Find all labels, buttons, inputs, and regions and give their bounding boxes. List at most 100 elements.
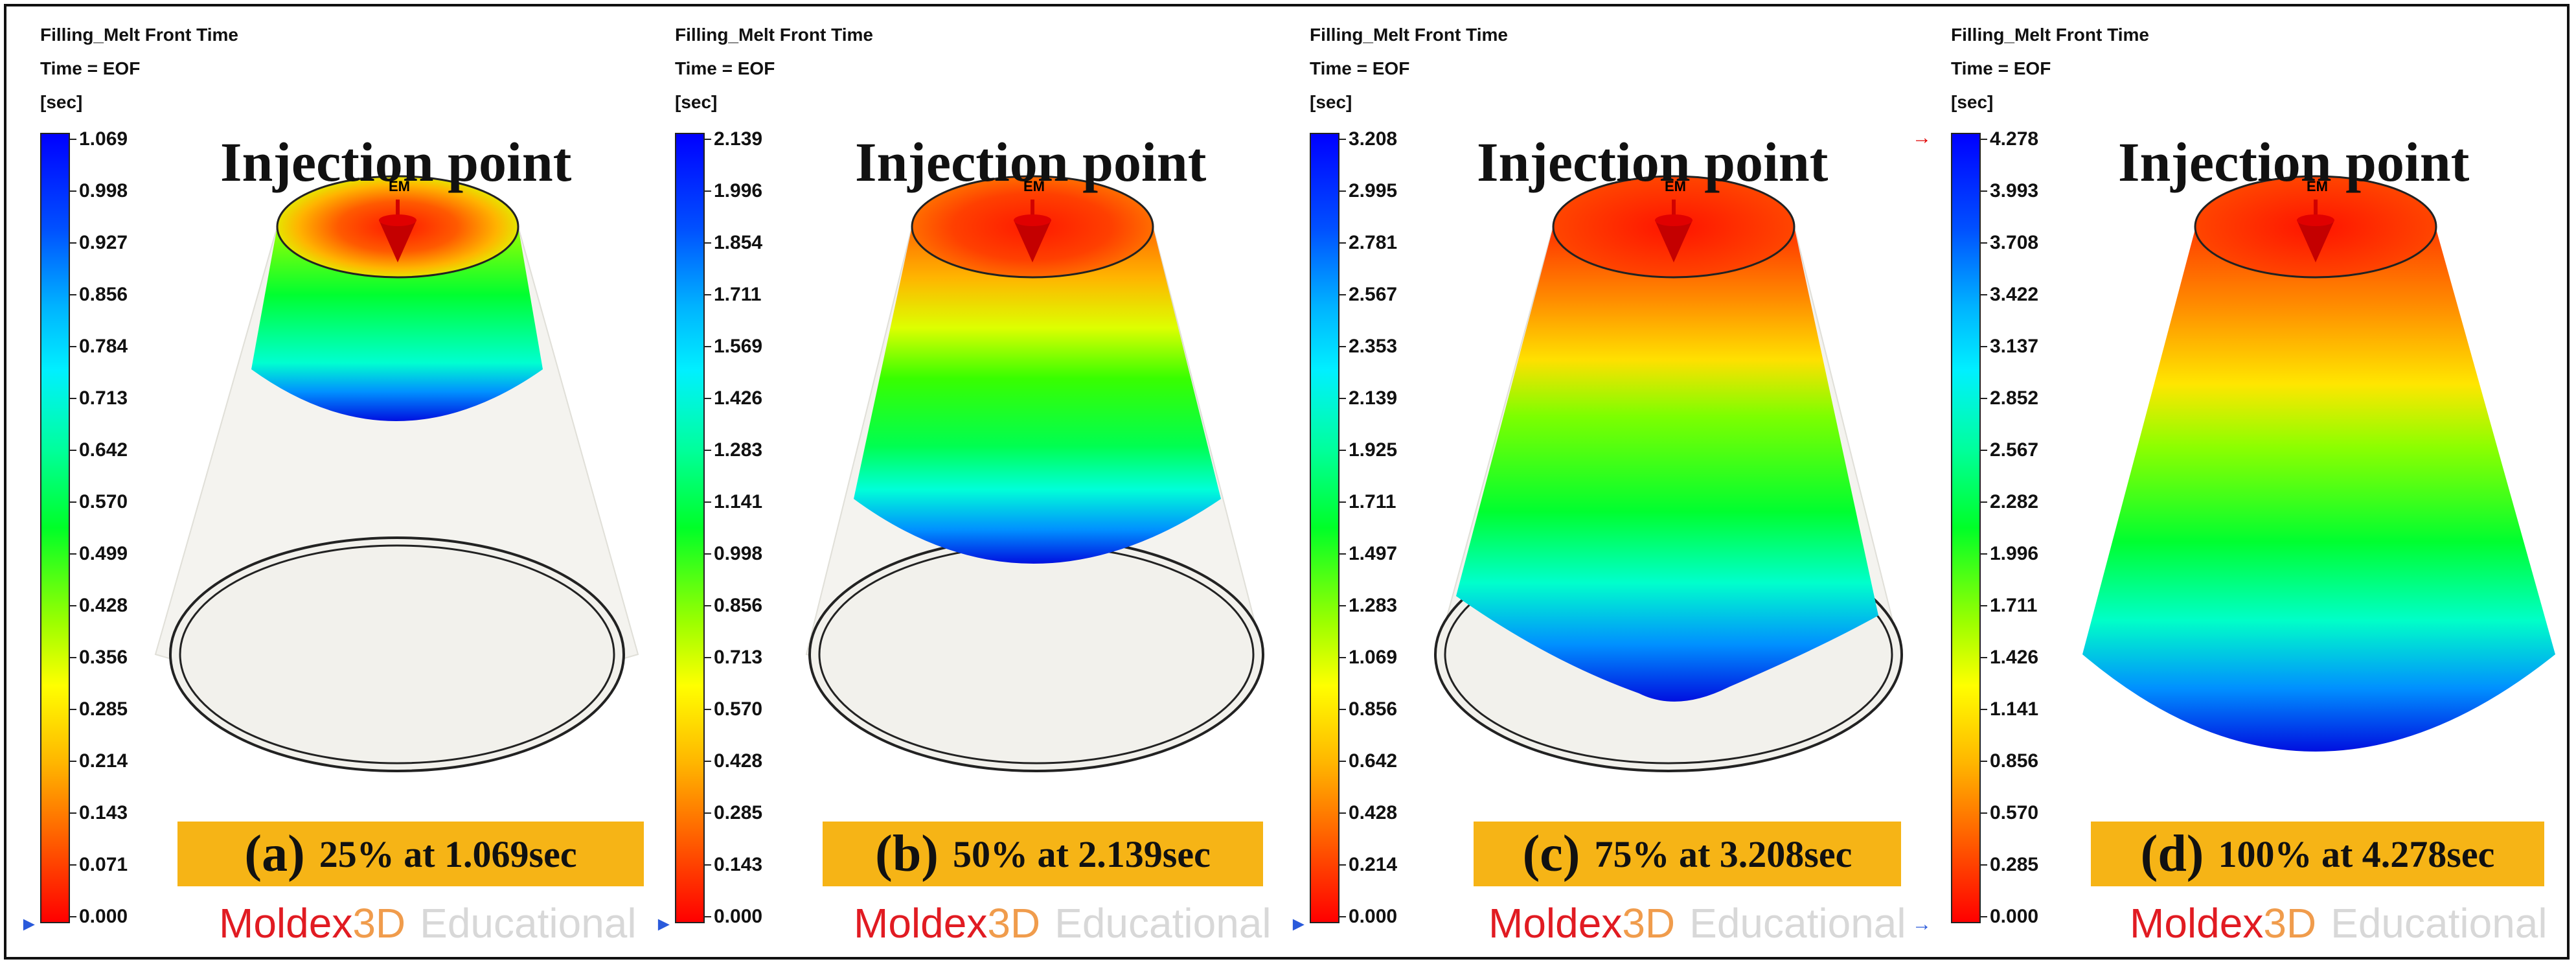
moldex3d-logo: Moldex3D Educational [854, 900, 1271, 947]
legend-tick-label: 0.428 [714, 750, 763, 772]
part-model [154, 175, 639, 772]
part-model [1434, 175, 1903, 772]
legend-tick-label: 0.000 [1990, 906, 2039, 927]
legend-tick-label: 0.998 [79, 180, 128, 201]
legend-tick [70, 501, 76, 503]
legend-tick-label: 1.283 [714, 439, 763, 461]
moldex3d-logo: Moldex3D Educational [1488, 900, 1906, 947]
moldex3d-logo: Moldex3D Educational [219, 900, 637, 947]
legend-tick-label: 2.139 [1349, 387, 1398, 409]
legend-tick-label: 1.854 [714, 232, 763, 253]
legend-tick [70, 553, 76, 555]
legend-tick [705, 657, 711, 658]
gate-label: EM [389, 178, 410, 194]
legend-tick [1981, 139, 1987, 140]
legend-tick-label: 0.285 [79, 698, 128, 720]
legend-tick [1981, 657, 1987, 658]
legend-pointer-icon: ► [19, 914, 39, 935]
legend-tick-label: 1.569 [714, 336, 763, 357]
injection-point-heading: Injection point [1477, 131, 1829, 193]
legend-tick [1339, 864, 1346, 866]
caption-label: (a) [244, 825, 305, 882]
legend-tick-label: 0.143 [79, 802, 128, 823]
legend-tick-label: 0.927 [79, 232, 128, 253]
caption-text: 50% at 2.139sec [952, 833, 1211, 875]
legend-tick [1981, 553, 1987, 555]
legend-tick-label: 0.784 [79, 336, 128, 357]
legend-tick [70, 709, 76, 710]
legend-tick-label: 1.426 [714, 387, 763, 409]
legend-tick-label: 1.141 [714, 491, 763, 512]
legend-tick-label: 0.570 [79, 491, 128, 512]
legend-tick [705, 139, 711, 140]
panel-d: Filling_Melt Front Time Time = EOF [sec]… [1912, 6, 2570, 957]
legend-tick [70, 916, 76, 917]
panel-c: Filling_Melt Front Time Time = EOF [sec]… [1276, 6, 1917, 957]
legend-tick-label: 0.998 [714, 543, 763, 564]
legend-tick [1981, 916, 1987, 917]
caption: (a) 25% at 1.069sec [177, 822, 644, 886]
legend-max-pointer-icon: → [1912, 127, 1932, 148]
injection-point-heading: Injection point [220, 131, 572, 193]
color-legend-bar [40, 133, 70, 923]
legend-tick-label: 0.856 [1349, 698, 1398, 720]
legend-tick [70, 398, 76, 399]
legend-tick [705, 242, 711, 244]
legend-tick-label: 0.428 [79, 595, 128, 616]
legend-tick-label: 0.713 [714, 647, 763, 668]
caption-text: 100% at 4.278sec [2218, 833, 2495, 875]
gate-label: EM [2307, 178, 2328, 194]
legend-tick [705, 450, 711, 451]
legend-tick-label: 0.071 [79, 854, 128, 875]
time-label: Time = EOF [40, 58, 141, 78]
legend-tick-label: 3.422 [1990, 284, 2039, 305]
legend-tick [1339, 761, 1346, 762]
legend-tick [1981, 864, 1987, 866]
legend-tick [1339, 916, 1346, 917]
legend-tick [70, 450, 76, 451]
legend-tick [1339, 139, 1346, 140]
legend-tick-label: 1.069 [1349, 647, 1398, 668]
legend-tick-label: 4.278 [1990, 128, 2039, 150]
legend-tick [1339, 242, 1346, 244]
legend-tick-label: 2.781 [1349, 232, 1398, 253]
part-model [805, 175, 1264, 772]
legend-tick-label: 1.426 [1990, 647, 2039, 668]
legend-tick [70, 864, 76, 866]
legend-tick [1981, 242, 1987, 244]
legend-tick [1339, 812, 1346, 814]
legend-tick-label: 1.996 [714, 180, 763, 201]
caption: (c) 75% at 3.208sec [1474, 822, 1901, 886]
legend-tick-label: 0.856 [1990, 750, 2039, 772]
legend-tick-label: 0.214 [79, 750, 128, 772]
legend-tick [1339, 553, 1346, 555]
legend-tick-label: 0.214 [1349, 854, 1398, 875]
legend-tick-label: 0.143 [714, 854, 763, 875]
legend-tick-label: 0.713 [79, 387, 128, 409]
legend-tick-label: 0.285 [1990, 854, 2039, 875]
caption-label: (b) [875, 825, 939, 882]
gate-label: EM [1665, 178, 1686, 194]
legend-tick-label: 1.711 [1990, 595, 2038, 616]
legend-tick-label: 1.069 [79, 128, 128, 150]
gate-label: EM [1023, 178, 1045, 194]
result-name: Filling_Melt Front Time [1310, 25, 1508, 45]
legend-tick [70, 294, 76, 295]
legend-tick [1339, 657, 1346, 658]
legend-tick-label: 2.567 [1349, 284, 1398, 305]
legend-tick-label: 0.000 [714, 906, 763, 927]
result-name: Filling_Melt Front Time [1951, 25, 2149, 45]
legend-tick [705, 190, 711, 192]
unit-label: [sec] [1310, 92, 1352, 112]
legend-tick [1981, 398, 1987, 399]
legend-tick-label: 0.285 [714, 802, 763, 823]
legend-tick [70, 605, 76, 606]
legend-tick-label: 0.856 [714, 595, 763, 616]
result-name: Filling_Melt Front Time [675, 25, 873, 45]
legend-tick-label: 1.283 [1349, 595, 1398, 616]
legend-tick-label: 0.856 [79, 284, 128, 305]
legend-tick-label: 1.711 [714, 284, 762, 305]
legend-tick-label: 0.428 [1349, 802, 1398, 823]
legend-tick [705, 916, 711, 917]
legend-tick [705, 761, 711, 762]
